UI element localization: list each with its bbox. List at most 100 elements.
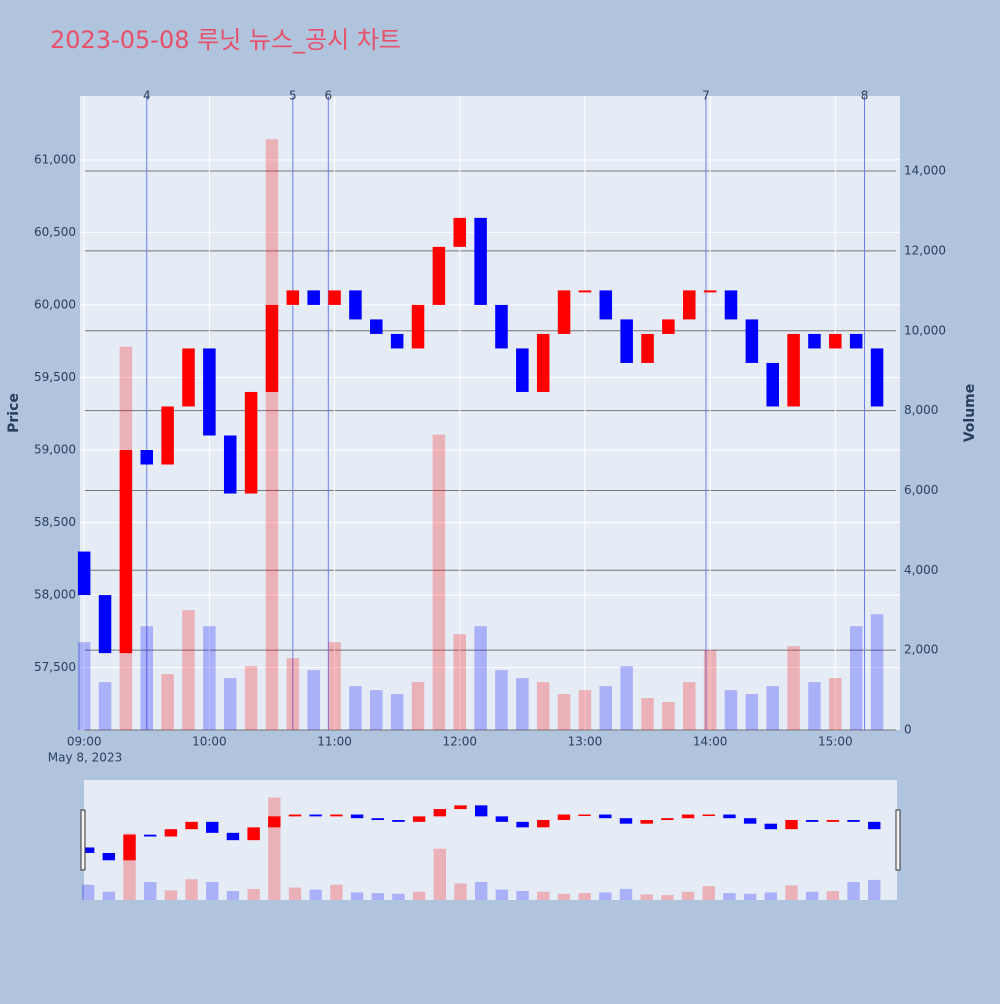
x-tick-label: 14:00 — [693, 735, 728, 749]
volume-bar — [411, 682, 425, 730]
slider-volume-bar — [247, 888, 260, 900]
candle — [578, 290, 592, 293]
candle — [557, 290, 571, 334]
candle — [307, 290, 320, 305]
candle — [683, 290, 696, 320]
volume-bar — [536, 682, 550, 730]
slider-volume-bar — [578, 893, 591, 900]
slider-volume-bar — [661, 895, 674, 900]
slider-volume-bar — [412, 891, 426, 900]
slider-candle — [743, 818, 757, 824]
volume-bar — [766, 686, 779, 730]
x-tick-label: 12:00 — [442, 735, 477, 749]
slider-candle — [371, 818, 384, 821]
volume-bar — [203, 626, 216, 730]
slider-volume-bar — [330, 884, 343, 900]
volume-bar — [161, 674, 174, 730]
slider-candle — [723, 814, 736, 819]
slider-volume-bar — [826, 890, 840, 900]
slider-candle — [123, 834, 136, 861]
candle — [411, 304, 425, 349]
volume-bar — [265, 139, 279, 730]
candle — [870, 348, 884, 407]
x-tick-label: 13:00 — [568, 735, 603, 749]
slider-volume-bar — [723, 893, 736, 900]
y-title: Price — [6, 393, 22, 433]
slider-handle-left[interactable] — [80, 809, 86, 871]
slider-candle — [392, 820, 405, 822]
y-tick-label: 59,000 — [34, 442, 76, 456]
y2-tick-label: 8,000 — [904, 403, 938, 417]
x-tick-label: 10:00 — [192, 735, 227, 749]
slider-volume-bar — [557, 893, 571, 900]
slider-volume-bar — [847, 881, 860, 900]
event-label: 5 — [289, 89, 297, 103]
slider-volume-bar — [785, 885, 798, 900]
volume-bar — [683, 682, 696, 730]
candle — [787, 333, 800, 407]
y2-tick-label: 2,000 — [904, 643, 938, 657]
slider-volume-bar — [309, 889, 322, 900]
y-tick-label: 57,500 — [34, 660, 76, 674]
slider-candle — [474, 805, 488, 817]
slider-candle — [350, 814, 364, 819]
volume-bar — [620, 666, 633, 730]
candle — [77, 551, 91, 596]
slider-candle — [619, 818, 633, 824]
candle — [328, 290, 341, 305]
slider-candle — [164, 829, 178, 837]
y-tick-label: 59,500 — [34, 370, 76, 384]
volume-bar — [599, 686, 613, 730]
slider-candle — [557, 814, 571, 821]
y2-tick-label: 4,000 — [904, 563, 938, 577]
volume-bar — [745, 694, 759, 730]
slider-volume-bar — [206, 881, 219, 900]
range-slider[interactable] — [84, 780, 897, 900]
volume-bar — [641, 698, 654, 730]
volume-bar — [829, 678, 842, 730]
candle — [370, 319, 383, 334]
y2-tick-label: 6,000 — [904, 483, 938, 497]
slider-volume-bar — [805, 891, 819, 900]
volume-bar — [787, 646, 800, 730]
candle — [662, 319, 675, 334]
candle — [849, 333, 863, 349]
slider-volume-bar — [640, 894, 653, 900]
candle — [98, 595, 112, 654]
event-label: 6 — [324, 89, 332, 103]
slider-candle — [516, 821, 529, 828]
x-tick-label: 09:00 — [67, 735, 102, 749]
candle — [808, 333, 821, 349]
volume-bar — [474, 626, 487, 730]
slider-candle — [640, 820, 653, 824]
volume-bar — [578, 690, 592, 730]
slider-candle — [805, 820, 819, 822]
candle — [349, 290, 362, 320]
slider-candle — [764, 823, 778, 830]
candle — [766, 362, 779, 407]
candle — [390, 333, 404, 349]
candle — [244, 391, 258, 494]
volume-bar — [557, 694, 571, 730]
slider-volume-bar — [433, 848, 447, 900]
volume-bar — [495, 670, 508, 730]
slider-candle — [226, 832, 240, 841]
slider-volume-bar — [143, 881, 157, 900]
candle — [599, 290, 613, 320]
candle — [140, 449, 154, 465]
slider-candle — [847, 820, 860, 822]
slider-candle — [785, 820, 798, 830]
event-label: 7 — [702, 89, 710, 103]
slider-volume-bar — [392, 893, 405, 900]
candle — [432, 246, 446, 305]
slider-candle — [102, 852, 116, 861]
chart-title: 2023-05-08 루닛 뉴스_공시 차트 — [50, 26, 401, 54]
candle — [829, 333, 842, 349]
slider-handle-right[interactable] — [895, 809, 901, 871]
slider-candle — [702, 814, 715, 817]
slider-candle — [868, 821, 881, 830]
volume-bar — [223, 678, 237, 730]
candle — [745, 319, 759, 363]
x-tick-label: 15:00 — [818, 735, 853, 749]
